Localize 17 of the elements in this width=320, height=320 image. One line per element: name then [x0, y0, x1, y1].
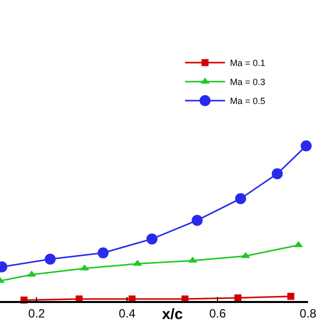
- point: [272, 168, 283, 180]
- point: [300, 140, 312, 152]
- x-tick-label: 0.6: [209, 306, 226, 320]
- point: [287, 292, 294, 300]
- legend-label: Ma = 0.1: [230, 58, 266, 68]
- point: [192, 214, 203, 226]
- point: [235, 193, 246, 204]
- legend-label: Ma = 0.3: [230, 77, 266, 88]
- x-tick-label: 0.8: [300, 306, 317, 320]
- point: [98, 247, 109, 258]
- legend-label: Ma = 0.5: [230, 96, 266, 106]
- x-tick-label: 0.4: [118, 306, 136, 320]
- point: [146, 233, 158, 244]
- x-tick-label: 0.2: [28, 306, 46, 320]
- x-axis-title: x/c: [162, 306, 183, 320]
- point: [44, 254, 56, 265]
- point: [234, 294, 242, 302]
